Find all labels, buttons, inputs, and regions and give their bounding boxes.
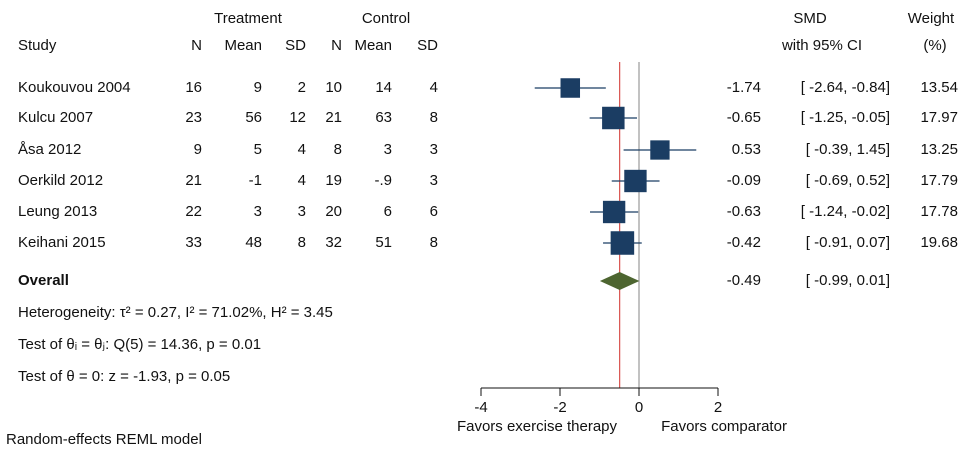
table-value: 48 [245,234,262,251]
table-value: 33 [185,234,202,251]
table-value: 5 [254,141,262,158]
table-value: 10 [325,79,342,96]
smd-value: -0.42 [727,234,761,251]
table-value: 19 [325,172,342,189]
table-value: 21 [185,172,202,189]
table-value: 56 [245,109,262,126]
x-tick-label: 0 [635,399,643,416]
ci-label: [ -1.25, -0.05] [801,109,890,126]
ci-label: [ -1.24, -0.02] [801,203,890,220]
table-value: 9 [254,79,262,96]
x-tick-label: 2 [714,399,722,416]
column-header: SMD [793,10,827,27]
study-name: Koukouvou 2004 [18,79,131,96]
column-header: Mean [224,37,262,54]
study-name: Leung 2013 [18,203,97,220]
table-value: 2 [298,79,306,96]
table-value: 3 [430,172,438,189]
weight-value: 17.78 [920,203,958,220]
column-header: SD [417,37,438,54]
table-value: 23 [185,109,202,126]
table-value: -.9 [374,172,392,189]
table-value: 4 [298,141,306,158]
table-value: 6 [430,203,438,220]
note: Test of θᵢ = θⱼ: Q(5) = 14.36, p = 0.01 [18,336,261,353]
weight-value: 17.97 [920,109,958,126]
x-label: Favors comparator [661,418,787,435]
group-header: Treatment [214,10,283,27]
ci-label: [ -0.69, 0.52] [806,172,890,189]
table-value: 16 [185,79,202,96]
smd-value: 0.53 [732,141,761,158]
study-name: Åsa 2012 [18,141,81,158]
study-marker [560,78,581,98]
table-value: 20 [325,203,342,220]
table-value: 63 [375,109,392,126]
table-value: 3 [384,141,392,158]
group-header: Control [362,10,410,27]
column-header: N [191,37,202,54]
study-name: Oerkild 2012 [18,172,103,189]
weight-value: 13.54 [920,79,958,96]
table-value: 9 [194,141,202,158]
column-header: Study [18,37,57,54]
x-tick-label: -2 [553,399,566,416]
table-value: 51 [375,234,392,251]
table-value: 6 [384,203,392,220]
study-marker [602,106,625,130]
table-value: 3 [298,203,306,220]
weight-value: 13.25 [920,141,958,158]
table-value: 22 [185,203,202,220]
smd-value: -1.74 [727,79,761,96]
overall-label: Overall [18,272,69,289]
column-header: SD [285,37,306,54]
ci-label: [ -0.91, 0.07] [806,234,890,251]
table-value: 8 [298,234,306,251]
table-value: 8 [430,234,438,251]
ci-label: [ -0.99, 0.01] [806,272,890,289]
column-header: N [331,37,342,54]
ci-label: [ -0.39, 1.45] [806,141,890,158]
smd-value: -0.65 [727,109,761,126]
smd-value: -0.09 [727,172,761,189]
column-header: (%) [923,37,946,54]
table-value: 3 [254,203,262,220]
table-value: 4 [298,172,306,189]
table-value: 4 [430,79,438,96]
table-value: 32 [325,234,342,251]
x-tick-label: -4 [474,399,487,416]
overall-diamond [599,272,640,290]
ci-label: [ -2.64, -0.84] [801,79,890,96]
table-value: -1 [249,172,262,189]
study-marker [650,140,670,160]
column-header: Weight [908,10,955,27]
table-value: 3 [430,141,438,158]
x-label: Favors exercise therapy [457,418,618,435]
table-value: 8 [334,141,342,158]
table-value: 14 [375,79,392,96]
study-name: Kulcu 2007 [18,109,93,126]
smd-value: -0.49 [727,272,761,289]
study-marker [610,231,635,255]
smd-value: -0.63 [727,203,761,220]
note: Heterogeneity: τ² = 0.27, I² = 71.02%, H… [18,304,333,321]
study-name: Keihani 2015 [18,234,106,251]
note: Test of θ = 0: z = -1.93, p = 0.05 [18,368,230,385]
study-marker [602,200,626,224]
weight-value: 17.79 [920,172,958,189]
study-marker [624,169,647,193]
footnote: Random-effects REML model [6,431,202,448]
column-header: Mean [354,37,392,54]
column-header: with 95% CI [781,37,862,54]
table-value: 12 [289,109,306,126]
weight-value: 19.68 [920,234,958,251]
table-value: 21 [325,109,342,126]
table-value: 8 [430,109,438,126]
